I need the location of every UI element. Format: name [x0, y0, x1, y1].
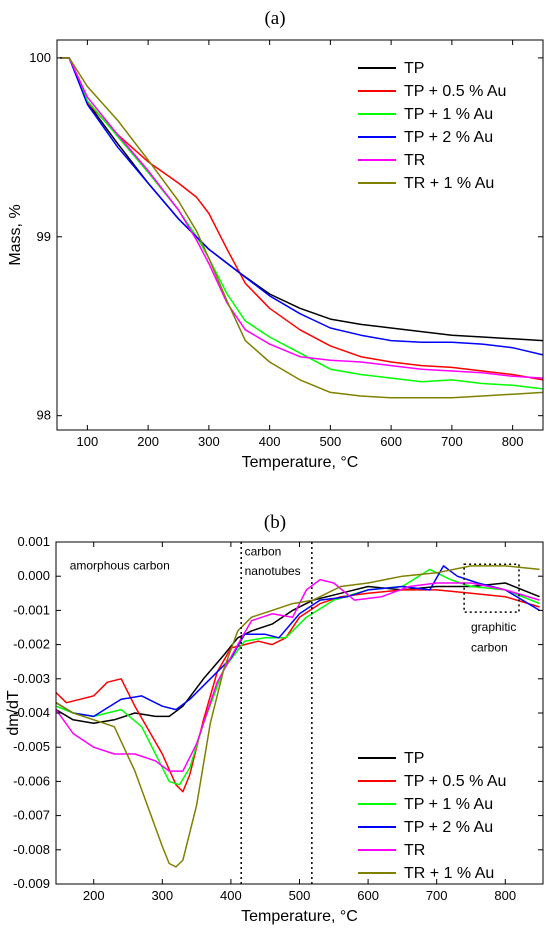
- x-tick-label: 700: [441, 434, 463, 449]
- legend-label: TR + 1 % Au: [404, 175, 494, 192]
- x-tick-label: 300: [151, 888, 173, 903]
- x-axis-label: Temperature, °C: [241, 908, 358, 925]
- series-line-5: [55, 578, 540, 772]
- series-line-2: [55, 589, 540, 793]
- legend-label: TR: [404, 152, 425, 169]
- y-tick-label: 0.000: [17, 568, 50, 583]
- x-tick-label: 300: [198, 434, 220, 449]
- plot-frame: [56, 39, 544, 431]
- x-tick-label: 800: [494, 888, 516, 903]
- legend-label: TP + 1 % Au: [404, 106, 493, 123]
- panel-label-a: (a): [264, 8, 285, 29]
- series-line-6: [60, 57, 544, 399]
- series-line-2: [60, 57, 544, 381]
- legend-label: TP + 0.5 % Au: [404, 83, 506, 100]
- x-tick-label: 700: [426, 888, 448, 903]
- x-tick-label: 100: [77, 434, 99, 449]
- annotation-text: amorphous carbon: [70, 558, 170, 572]
- y-tick-label: -0.002: [13, 637, 50, 652]
- y-tick-label: -0.001: [13, 602, 50, 617]
- x-tick-label: 800: [502, 434, 524, 449]
- chart-b-dmdt: 200 300 400 500 600 700 800 -0.009 -0.008 -0.007 -…: [5, 534, 544, 925]
- y-tick-label: 98: [37, 408, 51, 423]
- y-tick-label: -0.009: [13, 876, 50, 891]
- x-tick-label: 200: [83, 888, 105, 903]
- y-tick-label: -0.005: [13, 739, 50, 754]
- series-line-3: [60, 57, 544, 390]
- graphitic-region-box: [463, 563, 520, 613]
- legend-label: TP: [404, 750, 424, 767]
- series-line-3: [55, 568, 540, 786]
- series-line-1: [55, 582, 540, 725]
- legend: TP TP + 0.5 % Au TP + 1 % Au TP + 2 % Au TR T…: [358, 750, 506, 882]
- series-line-4: [60, 57, 544, 356]
- annotation-text: carbon: [245, 545, 282, 559]
- chart-a-mass: 100 200 300 400 500 600 700 800 98 99 100 Temperatu…: [7, 39, 544, 471]
- y-axis-label: Mass, %: [7, 204, 24, 265]
- x-tick-label: 400: [220, 888, 242, 903]
- x-tick-label: 500: [289, 888, 311, 903]
- y-tick-label: -0.006: [13, 773, 50, 788]
- x-tick-label: 600: [380, 434, 402, 449]
- y-tick-label: -0.008: [13, 842, 50, 857]
- legend: TP TP + 0.5 % Au TP + 1 % Au TP + 2 % Au TR T…: [358, 60, 506, 192]
- series-line-4: [55, 565, 540, 718]
- x-tick-label: 200: [137, 434, 159, 449]
- legend-label: TP + 1 % Au: [404, 796, 493, 813]
- legend-label: TP: [404, 60, 424, 77]
- annotation-text: carbon: [471, 640, 508, 654]
- annotation-text: nanotubes: [245, 564, 301, 578]
- legend-label: TP + 2 % Au: [404, 819, 493, 836]
- annotation-text: graphitic: [471, 620, 516, 634]
- series-line-5: [60, 57, 544, 379]
- y-tick-label: -0.003: [13, 671, 50, 686]
- legend-label: TP + 2 % Au: [404, 129, 493, 146]
- y-tick-label: -0.004: [13, 705, 50, 720]
- x-axis-label: Temperature, °C: [242, 454, 359, 471]
- legend-label: TP + 0.5 % Au: [404, 773, 506, 790]
- x-tick-label: 600: [357, 888, 379, 903]
- x-tick-label: 500: [320, 434, 342, 449]
- y-tick-label: 0.001: [17, 534, 50, 549]
- legend-label: TR: [404, 842, 425, 859]
- y-tick-label: 100: [29, 50, 51, 65]
- x-tick-label: 400: [259, 434, 281, 449]
- y-axis-label: dm/dT: [5, 690, 22, 736]
- series-line-1: [60, 57, 544, 342]
- panel-label-b: (b): [264, 512, 286, 533]
- y-tick-label: -0.007: [13, 808, 50, 823]
- series-line-6: [55, 565, 540, 868]
- y-tick-label: 99: [37, 229, 51, 244]
- legend-label: TR + 1 % Au: [404, 865, 494, 882]
